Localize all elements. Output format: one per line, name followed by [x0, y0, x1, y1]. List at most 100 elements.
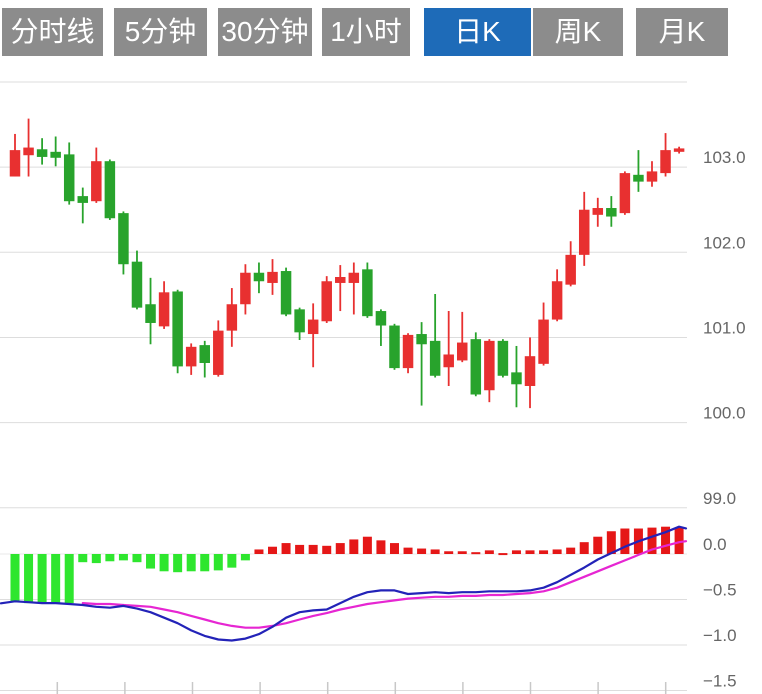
- tab-5min[interactable]: 5分钟: [114, 8, 207, 56]
- candle-up: [348, 272, 360, 283]
- tab-daily-k[interactable]: 日K: [424, 8, 531, 56]
- candle-up: [538, 319, 549, 364]
- macd-bar: [484, 550, 494, 554]
- candle-down: [118, 213, 129, 265]
- axis-tick-label: 100.0: [703, 404, 746, 423]
- candle-down: [104, 161, 116, 219]
- candle-up: [158, 292, 170, 327]
- macd-bar: [661, 526, 671, 554]
- candle-down: [429, 340, 441, 376]
- macd-bar: [186, 554, 196, 572]
- macd-bar: [579, 542, 589, 554]
- tab-monthly-k[interactable]: 月K: [636, 8, 728, 56]
- macd-bar: [37, 554, 47, 604]
- dif-line: [0, 525, 688, 642]
- tab-1hour[interactable]: 1小时: [322, 8, 410, 56]
- macd-bar: [376, 540, 386, 554]
- axis-tick-label: 99.0: [703, 489, 736, 508]
- macd-bar: [362, 536, 372, 554]
- macd-bar: [620, 528, 630, 554]
- candle-up: [551, 281, 563, 320]
- candle-up: [321, 281, 332, 322]
- tab-30min[interactable]: 30分钟: [218, 8, 312, 56]
- candle-up: [619, 173, 631, 214]
- candle-down: [633, 174, 644, 182]
- macd-bar: [91, 554, 101, 564]
- axis-tick-label: −1.5: [703, 672, 737, 691]
- macd-bar: [281, 543, 291, 554]
- candle-down: [389, 325, 400, 369]
- dea-line: [81, 540, 688, 629]
- macd-bar: [240, 554, 250, 561]
- candle-up: [307, 319, 319, 335]
- macd-bar: [471, 552, 481, 555]
- macd-bar: [674, 527, 684, 554]
- candle-down: [253, 272, 265, 282]
- macd-bar: [335, 543, 345, 554]
- candle-down: [470, 339, 482, 395]
- macd-bar: [105, 554, 115, 562]
- candle-up: [673, 148, 685, 152]
- candle-down: [36, 149, 48, 157]
- candle-down: [77, 196, 89, 203]
- candle-up: [226, 304, 238, 331]
- candle-down: [606, 208, 617, 217]
- candle-down: [416, 334, 427, 345]
- candle-up: [23, 147, 34, 156]
- axis-tick-label: 103.0: [703, 148, 746, 167]
- macd-bar: [606, 531, 616, 554]
- macd-bar: [552, 549, 562, 554]
- macd-bar: [403, 547, 413, 554]
- tab-minute-line[interactable]: 分时线: [2, 8, 103, 56]
- candle-up: [484, 340, 495, 391]
- candle-up: [524, 356, 536, 386]
- candle-down: [497, 340, 509, 376]
- macd-bar: [349, 539, 359, 554]
- candle-down: [131, 261, 143, 308]
- macd-bar: [118, 554, 128, 561]
- axis-tick-label: 102.0: [703, 233, 746, 252]
- candle-down: [50, 151, 61, 158]
- macd-bar: [159, 554, 169, 572]
- candle-up: [213, 330, 224, 375]
- candle-down: [63, 154, 75, 202]
- axis-labels: 103.0 102.0 101.0 100.0 99.0 0.0 −0.5 −1.0 −1.5: [703, 148, 746, 690]
- candle-up: [578, 209, 590, 255]
- candle-up: [592, 208, 604, 215]
- macd-bar: [10, 554, 20, 603]
- candle-up: [646, 171, 658, 182]
- macd-lines: [0, 525, 688, 642]
- candle-down: [199, 345, 210, 363]
- axis-tick-label: 0.0: [703, 535, 727, 554]
- macd-bar: [389, 543, 399, 554]
- macd-bar: [308, 544, 318, 554]
- candle-down: [145, 304, 156, 323]
- timeframe-tabbar: 分时线 5分钟 30分钟 1小时 日K 周K 月K: [0, 0, 762, 62]
- macd-bar: [417, 548, 427, 554]
- macd-bar: [511, 550, 521, 554]
- macd-bar: [295, 544, 305, 554]
- macd-bar: [254, 549, 264, 554]
- candle-down: [511, 372, 522, 385]
- macd-bar: [498, 553, 508, 556]
- candle-up: [185, 346, 197, 367]
- macd-bar: [322, 545, 332, 554]
- macd-bar: [647, 527, 657, 554]
- candle-down: [280, 271, 292, 315]
- macd-bar: [51, 554, 61, 604]
- candle-up: [443, 354, 454, 368]
- tab-weekly-k[interactable]: 周K: [533, 8, 623, 56]
- candle-up: [240, 272, 251, 305]
- candle-up: [91, 161, 102, 202]
- macd-bar: [457, 551, 467, 554]
- macd-bar: [146, 554, 156, 569]
- macd-histogram: [10, 526, 684, 604]
- macd-bar: [539, 550, 549, 554]
- axis-tick-label: 101.0: [703, 318, 746, 337]
- candle-down: [172, 291, 183, 367]
- axis-tick-label: −0.5: [703, 581, 737, 600]
- candle-up: [660, 150, 671, 174]
- macd-bar: [132, 554, 142, 563]
